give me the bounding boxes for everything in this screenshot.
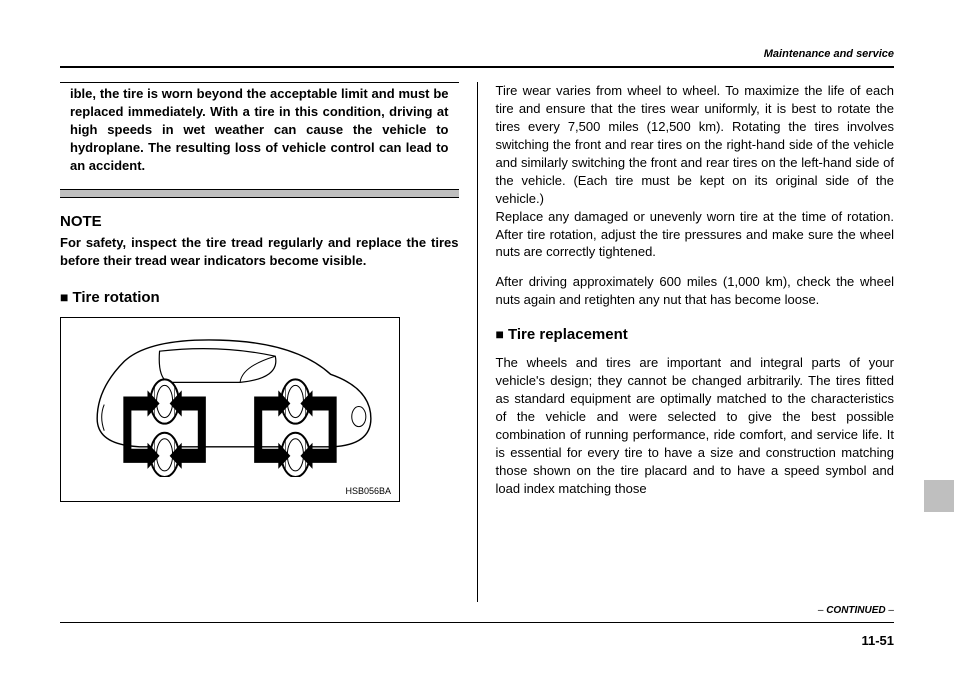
paragraph-check: After driving approximately 600 miles (1… (496, 273, 895, 309)
note-body: For safety, inspect the tire tread regul… (60, 234, 459, 270)
warning-text: ible, the tire is worn beyond the accept… (60, 83, 459, 189)
left-column: ible, the tire is worn beyond the accept… (60, 82, 477, 602)
warning-bottom-bar (60, 189, 459, 197)
tire-rotation-diagram (69, 326, 391, 477)
header-rule (60, 66, 894, 68)
manual-page: Maintenance and service ible, the tire i… (0, 0, 954, 674)
page-header: Maintenance and service (60, 48, 894, 66)
chapter-tab (924, 480, 954, 512)
page-number: 11-51 (60, 633, 894, 648)
continued-label: – CONTINUED – (60, 605, 894, 616)
right-column: Tire wear varies from wheel to wheel. To… (478, 82, 895, 602)
paragraph-replacement-body: The wheels and tires are important and i… (496, 354, 895, 498)
footer-rule (60, 622, 894, 623)
paragraph-wear: Tire wear varies from wheel to wheel. To… (496, 82, 895, 208)
note-title: NOTE (60, 212, 459, 233)
figure-code: HSB056BA (345, 485, 391, 497)
paragraph-replace: Replace any damaged or unevenly worn tir… (496, 208, 895, 262)
square-bullet-icon: ■ (496, 325, 504, 344)
content-columns: ible, the tire is worn beyond the accept… (60, 82, 894, 602)
section-name: Maintenance and service (764, 48, 894, 60)
section-title-rotation-text: Tire rotation (72, 289, 159, 306)
section-title-replacement-text: Tire replacement (508, 326, 628, 343)
tire-rotation-figure: HSB056BA (60, 317, 400, 502)
page-footer: – CONTINUED – 11-51 (60, 605, 894, 648)
warning-box: ible, the tire is worn beyond the accept… (60, 82, 459, 198)
section-title-replacement: ■Tire replacement (496, 325, 895, 346)
square-bullet-icon: ■ (60, 288, 68, 307)
section-title-rotation: ■Tire rotation (60, 288, 459, 309)
